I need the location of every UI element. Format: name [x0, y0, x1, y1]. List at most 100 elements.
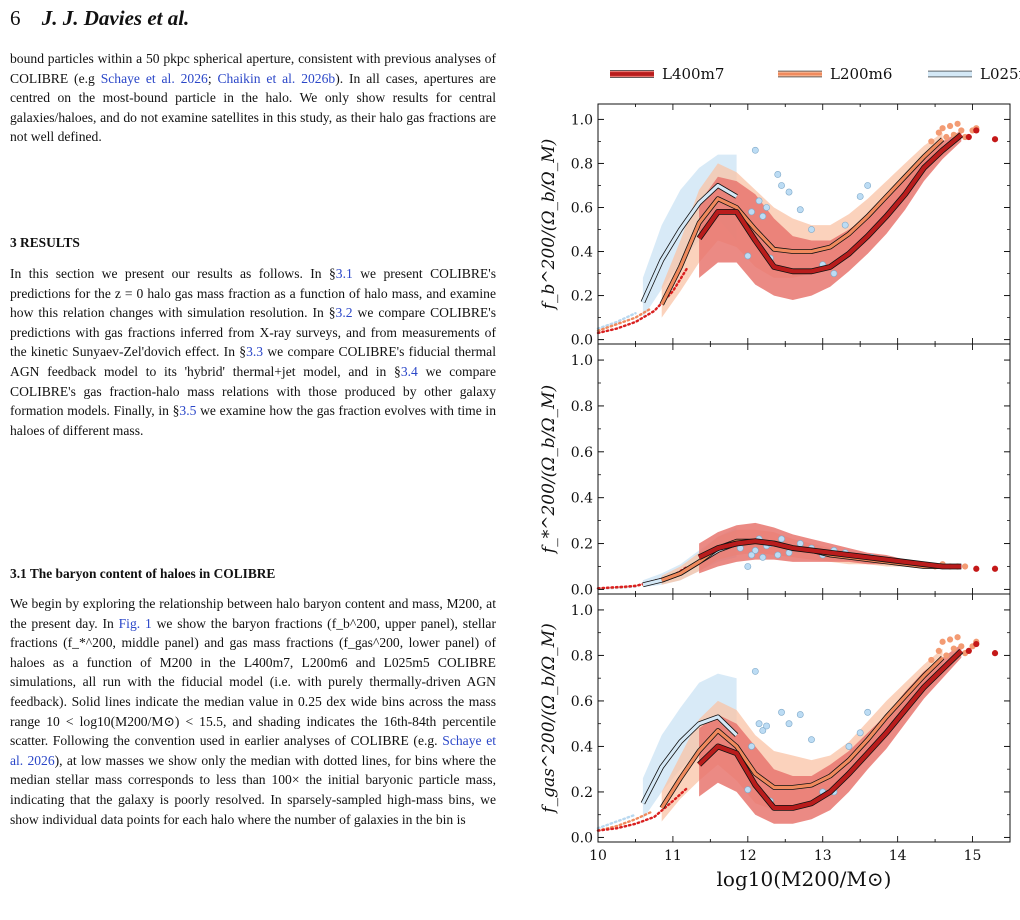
halo-point-L200m6 [935, 129, 942, 136]
halo-point-L025m5 [774, 171, 782, 178]
median-dotted-L200m6 [596, 307, 652, 332]
page-number: 6 [10, 6, 21, 30]
halo-point-L400m7 [965, 647, 972, 654]
halo-point-L025m5 [748, 551, 755, 559]
fig-1-link[interactable]: Fig. 1 [118, 615, 152, 631]
halo-point-L025m5 [755, 720, 763, 728]
halo-point-L025m5 [785, 188, 793, 196]
halo-point-L200m6 [935, 647, 942, 654]
halo-point-L025m5 [796, 206, 804, 214]
cite-schaye-2[interactable]: Schaye et al. 2026 [10, 733, 496, 768]
halo-point-L200m6 [939, 638, 946, 645]
legend-label: L025m5 [980, 65, 1020, 83]
paragraph-1: bound particles within a 50 pkpc spheric… [10, 51, 496, 145]
y-tick-label: 0.6 [571, 445, 593, 461]
halo-point-L025m5 [759, 727, 767, 734]
legend-label: L200m6 [830, 65, 892, 83]
ref-3-4[interactable]: 3.4 [400, 363, 418, 379]
x-tick-label: 10 [589, 848, 607, 864]
halo-point-L200m6 [946, 122, 954, 130]
cite-chaikin[interactable]: Chaikin et al. 2026b [217, 70, 336, 86]
y-tick-label: 0.0 [571, 333, 593, 349]
median-line-L400m7 [698, 539, 962, 569]
median-dotted-L025m5 [596, 312, 637, 330]
y-tick-label: 0.0 [571, 830, 593, 846]
halo-point-L025m5 [856, 729, 864, 737]
halo-point-L025m5 [759, 212, 767, 220]
halo-point-L200m6 [943, 133, 950, 141]
cite-schaye-1[interactable]: Schaye et al. 2026 [100, 70, 208, 86]
halo-point-L400m7 [973, 640, 980, 648]
halo-point-L200m6 [928, 138, 935, 145]
y-tick-label: 0.0 [571, 582, 593, 598]
halo-point-L025m5 [763, 722, 770, 730]
paragraph-2: In this section we present our results a… [10, 266, 496, 438]
halo-point-L025m5 [845, 743, 853, 750]
y-tick-label: 0.4 [571, 491, 593, 507]
halo-point-L025m5 [778, 535, 785, 543]
halo-point-L200m6 [950, 645, 957, 652]
halo-point-L025m5 [744, 252, 752, 260]
ref-3-5[interactable]: 3.5 [179, 403, 197, 419]
y-tick-label: 1.0 [571, 112, 593, 128]
ref-3-2[interactable]: 3.2 [335, 305, 353, 321]
y-tick-label: 0.8 [571, 648, 593, 664]
x-tick-label: 15 [964, 848, 982, 864]
x-tick-label: 11 [664, 848, 682, 864]
y-tick-label: 0.2 [571, 289, 593, 305]
ref-3-1[interactable]: 3.1 [335, 266, 353, 281]
halo-point-L025m5 [864, 708, 872, 716]
figure-1: 0.0 0.2 0.4 0.6 0.8 1.0 f_b^200/(Ω_b/Ω_M) 0.0 0.… [508, 50, 1020, 915]
halo-point-L400m7 [991, 565, 999, 572]
halo-point-L025m5 [808, 226, 815, 233]
median-line-L200m6 [660, 656, 944, 809]
halo-point-L200m6 [954, 120, 961, 127]
median-line-L025m5 [641, 715, 738, 805]
halo-point-L200m6 [943, 652, 950, 659]
halo-point-L025m5 [744, 563, 752, 570]
panel-lower: 0.0 0.2 0.4 0.6 0.8 1.0 f_gas^200/(Ω_b/Ω_M) 10 1… [539, 593, 1011, 891]
halo-point-L400m7 [973, 565, 980, 572]
halo-point-L025m5 [744, 786, 752, 794]
paragraph-3: We begin by exploring the relationship b… [10, 596, 496, 827]
y-axis-label: f_*^200/(Ω_b/Ω_M) [539, 385, 559, 555]
median-line-L200m6 [660, 138, 944, 306]
y-tick-label: 0.4 [571, 739, 593, 755]
halo-point-L200m6 [954, 634, 961, 641]
median-line-L025m5 [641, 183, 738, 303]
halo-point-L025m5 [864, 182, 872, 189]
y-axis-label: f_b^200/(Ω_b/Ω_M) [539, 139, 559, 312]
halo-point-L025m5 [751, 547, 759, 554]
y-tick-label: 0.2 [571, 537, 593, 553]
halo-point-L200m6 [928, 656, 935, 664]
median-line-L400m7 [697, 649, 963, 811]
legend: L400m7 L200m6 L025m5 [610, 65, 1020, 83]
y-tick-label: 0.6 [571, 200, 593, 216]
halo-point-L025m5 [751, 667, 759, 675]
panel-upper: 0.0 0.2 0.4 0.6 0.8 1.0 f_b^200/(Ω_b/Ω_M) [539, 103, 1011, 349]
halo-point-L200m6 [958, 127, 965, 134]
halo-point-L025m5 [808, 736, 815, 744]
halo-point-L025m5 [755, 197, 763, 205]
y-tick-label: 0.8 [571, 399, 593, 415]
panel-middle: 0.0 0.2 0.4 0.6 0.8 1.0 f_*^200/(Ω_b/Ω_M) [539, 343, 1011, 598]
y-axis-label: f_gas^200/(Ω_b/Ω_M) [539, 623, 559, 814]
halo-point-L025m5 [763, 204, 770, 211]
halo-point-L200m6 [958, 643, 965, 650]
x-axis-label: log10(M200/M⊙) [717, 867, 892, 891]
halo-point-L025m5 [830, 270, 838, 277]
halo-point-L400m7 [965, 133, 972, 141]
ref-3-3[interactable]: 3.3 [246, 344, 264, 360]
halo-point-L025m5 [748, 743, 755, 750]
median-line-L400m7 [697, 133, 963, 274]
halo-point-L025m5 [759, 553, 767, 561]
running-header: 6 J. J. Davies et al. [10, 6, 189, 31]
section-heading-results: 3 RESULTS [10, 235, 80, 250]
halo-point-L400m7 [991, 650, 999, 657]
halo-point-L025m5 [841, 221, 849, 229]
subsection-heading-baryon: 3.1 The baryon content of haloes in COLI… [10, 566, 276, 581]
halo-point-L025m5 [748, 208, 755, 216]
running-authors: J. J. Davies et al. [41, 6, 190, 30]
x-tick-label: 14 [889, 848, 907, 864]
halo-point-L025m5 [856, 193, 864, 200]
